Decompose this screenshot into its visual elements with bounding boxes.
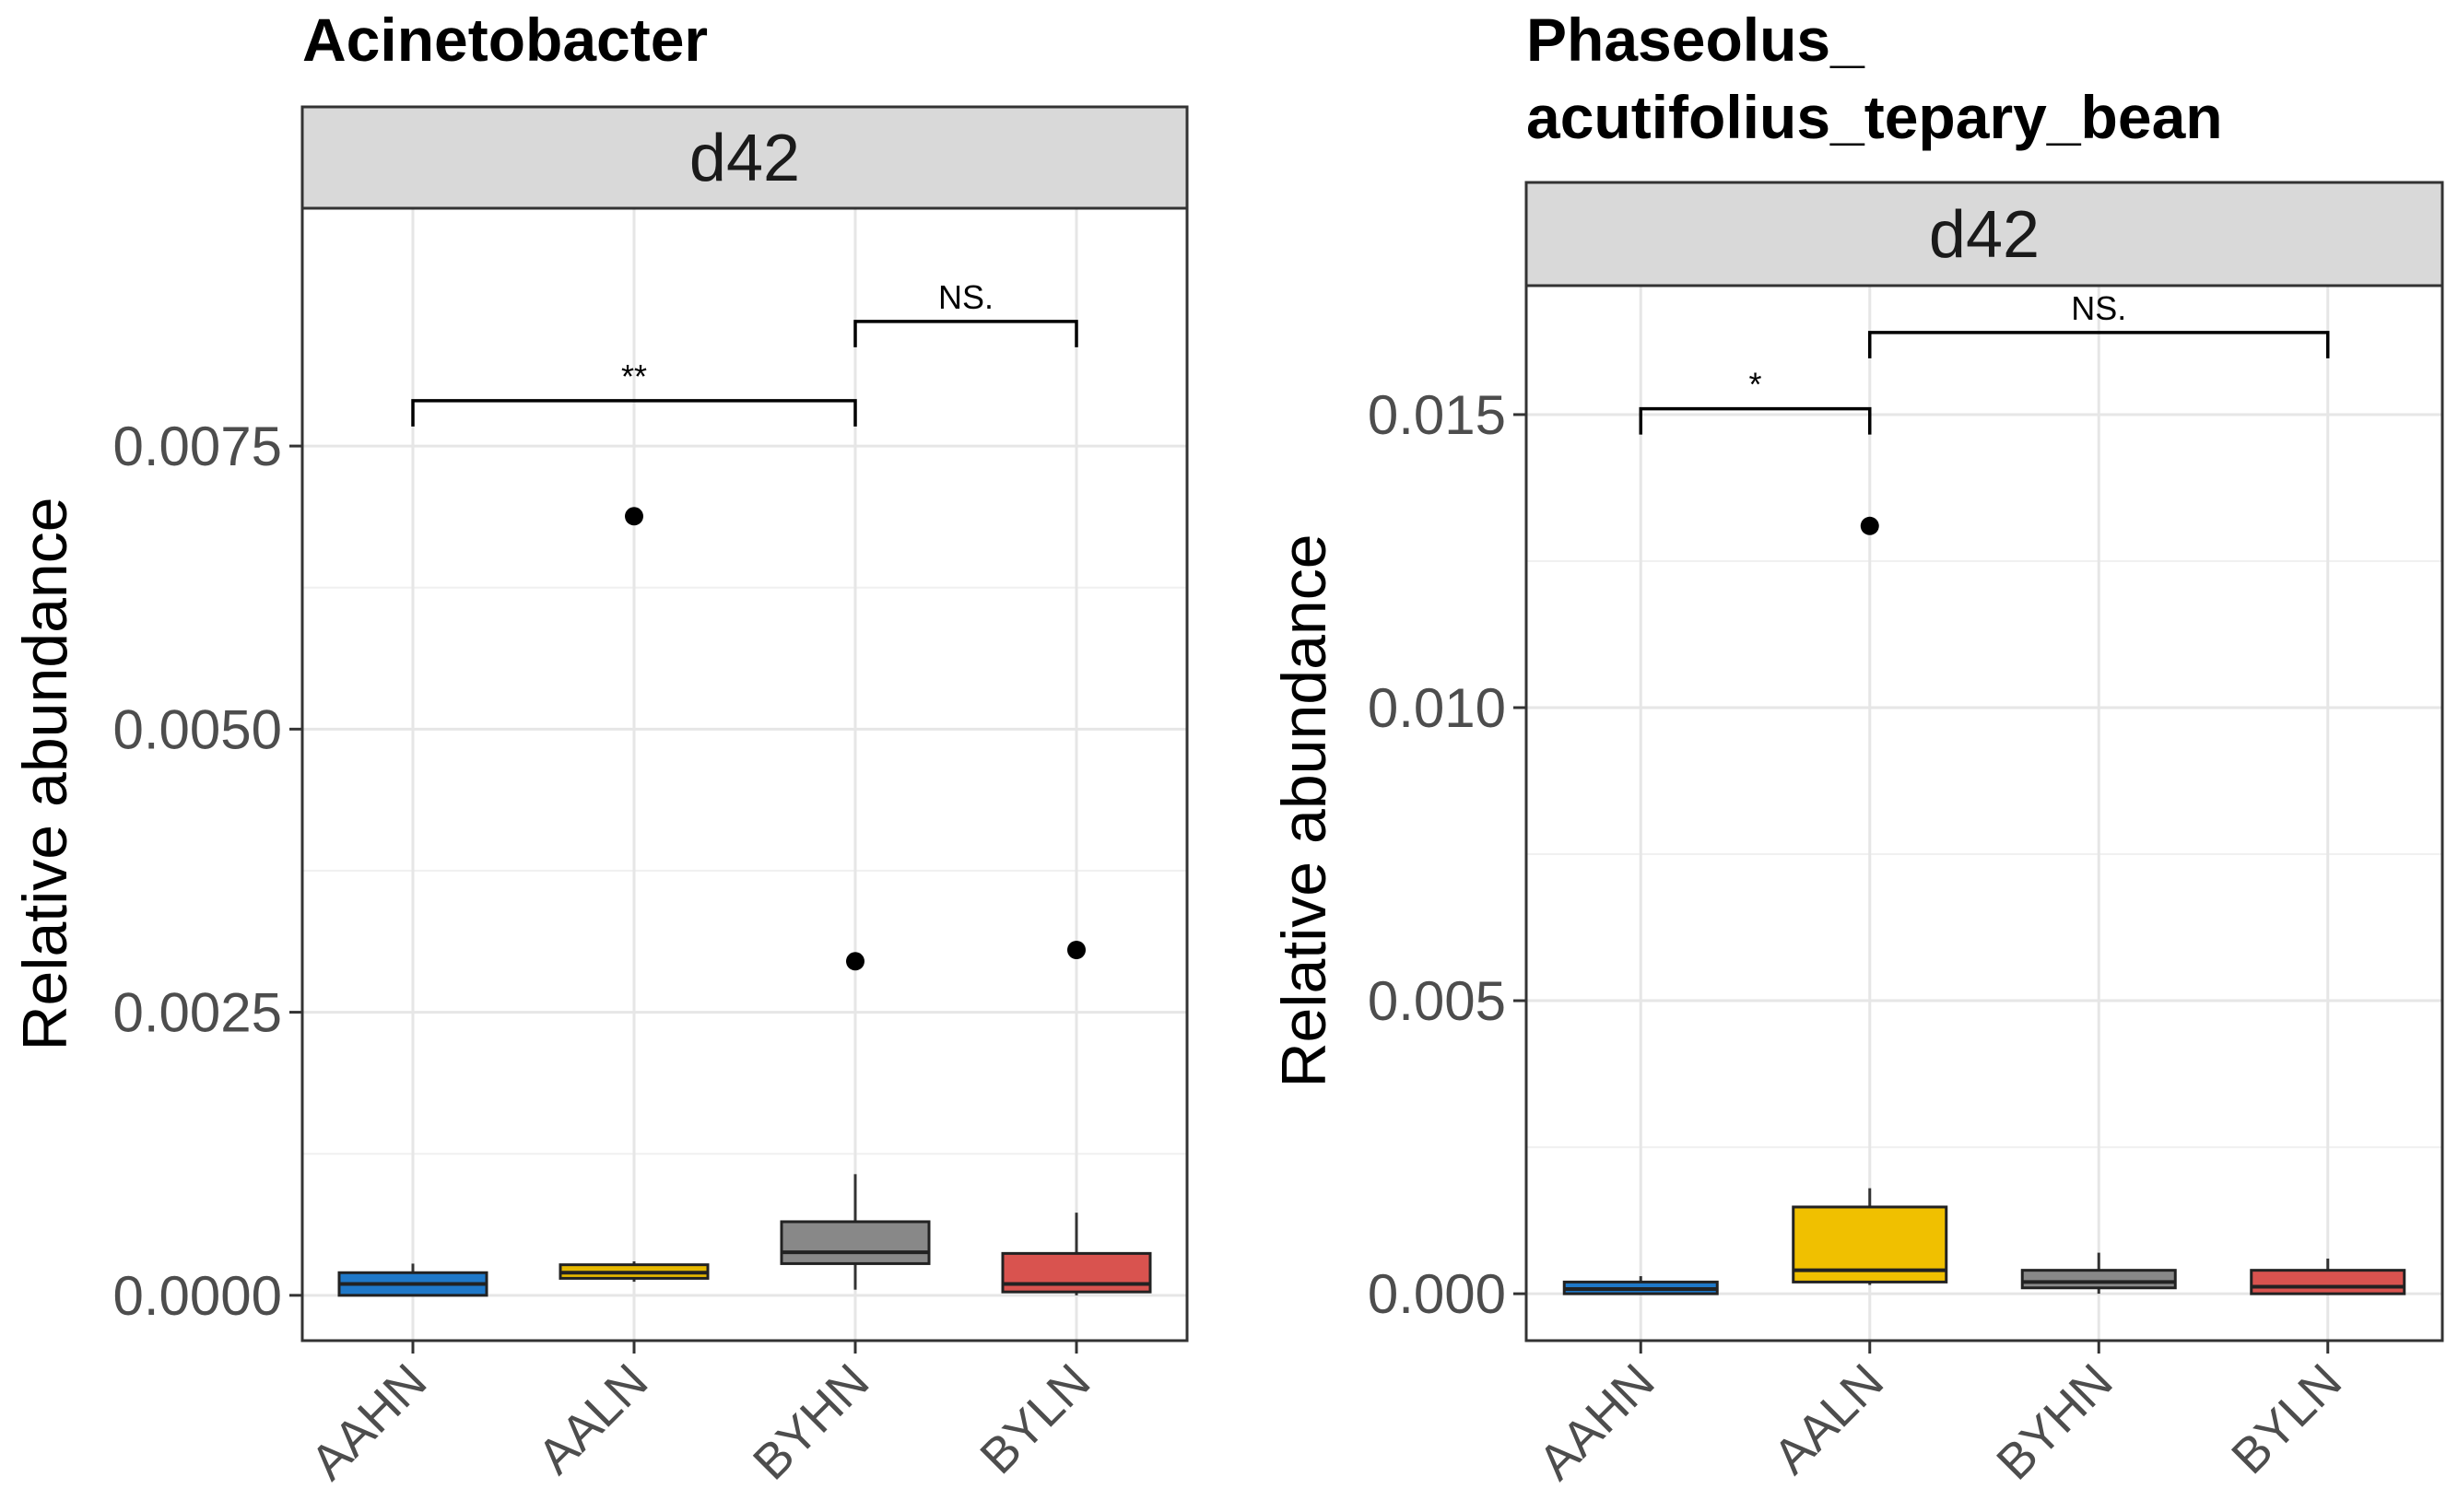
- x-tick-label: BYLN: [970, 1354, 1100, 1484]
- x-tick-label: BYLN: [2221, 1354, 2352, 1484]
- outlier-point: [846, 952, 864, 971]
- grid-lines-2: [1526, 286, 2442, 1341]
- y-tick-label: 0.0025: [112, 982, 282, 1044]
- x-tick-label: BYHN: [743, 1354, 880, 1491]
- plot-border-2: [1524, 284, 2444, 1342]
- box-body: [2250, 1269, 2406, 1295]
- significance-bracket: [1639, 406, 1872, 435]
- box-byhn: [2020, 1252, 2177, 1295]
- y-axis-2: 0.000 0.005 0.010 0.015: [1368, 384, 1526, 1325]
- box-byhn: [780, 952, 931, 1290]
- significance-bracket: [411, 399, 857, 427]
- plot-border-1: [300, 206, 1189, 1342]
- outlier-point: [625, 507, 643, 526]
- y-tick-label: 0.0000: [112, 1265, 282, 1327]
- panel-acinetobacter: Acinetobacter d42 **NS. 0.00000.00250.00…: [10, 6, 1189, 1491]
- box-byln: [2250, 1258, 2406, 1295]
- facet-strip-2: [1524, 181, 2444, 287]
- box-aahn: [337, 1263, 488, 1297]
- significance-label: NS.: [2071, 289, 2126, 327]
- comparison-byhn-byln: NS.: [853, 278, 1078, 347]
- significance-label: NS.: [938, 278, 994, 316]
- box-aaln: [559, 507, 710, 1283]
- panel-phaseolus: Phaseolus_ acutifolius_tepary_bean d42 *…: [1269, 6, 2444, 1491]
- significance-bracket: [1868, 331, 2330, 358]
- facet-label-1: d42: [689, 122, 800, 195]
- y-tick-label: 0.000: [1368, 1263, 1506, 1325]
- comparison-brackets-1: ** NS.: [411, 278, 1078, 427]
- y-axis-1: 0.0000 0.0025 0.0050 0.0075: [112, 416, 302, 1327]
- x-axis-2: AAHN AALN BYHN BYLN: [1528, 1341, 2352, 1491]
- comparison-aaln-byln: NS.: [1868, 289, 2330, 358]
- y-axis-label-2: Relative abundance: [1269, 533, 1339, 1087]
- significance-label: *: [1748, 366, 1761, 404]
- box-aaln: [1792, 516, 1948, 1285]
- chart-title-2-line-1: Phaseolus_: [1526, 6, 1865, 74]
- x-tick-label: AAHN: [1528, 1354, 1665, 1491]
- y-tick-label: 0.010: [1368, 677, 1506, 739]
- y-tick-label: 0.0050: [112, 698, 282, 760]
- comparison-aahn-aaln: *: [1639, 366, 1872, 435]
- box-series-2: [1562, 516, 2406, 1295]
- x-tick-label: AALN: [1763, 1354, 1894, 1484]
- outlier-point: [1067, 940, 1086, 959]
- facet-label-2: d42: [1929, 198, 2040, 272]
- facet-strip-1: [300, 105, 1189, 210]
- y-tick-label: 0.0075: [112, 416, 282, 477]
- significance-bracket: [853, 320, 1078, 347]
- x-axis-1: AAHN AALN BYHN BYLN: [300, 1341, 1100, 1491]
- comparison-brackets-2: * NS.: [1639, 289, 2330, 435]
- y-tick-label: 0.005: [1368, 970, 1506, 1032]
- y-tick-label: 0.015: [1368, 384, 1506, 446]
- x-tick-label: BYHN: [1986, 1354, 2123, 1491]
- grid-lines-1: [302, 208, 1187, 1341]
- box-body: [2020, 1269, 2177, 1290]
- chart-title-2-line-2: acutifolius_tepary_bean: [1526, 83, 2223, 151]
- box-body: [780, 1220, 931, 1265]
- box-byln: [1001, 940, 1152, 1295]
- significance-label: **: [621, 357, 647, 395]
- box-aahn: [1562, 1276, 1719, 1295]
- chart-title-1: Acinetobacter: [302, 6, 708, 74]
- box-body: [1001, 1251, 1152, 1294]
- y-axis-label-1: Relative abundance: [10, 497, 80, 1050]
- outlier-point: [1860, 516, 1879, 535]
- x-tick-label: AALN: [527, 1354, 658, 1484]
- box-series-1: [337, 507, 1152, 1297]
- comparison-aahn-byhn: **: [411, 357, 857, 427]
- x-tick-label: AAHN: [300, 1354, 438, 1491]
